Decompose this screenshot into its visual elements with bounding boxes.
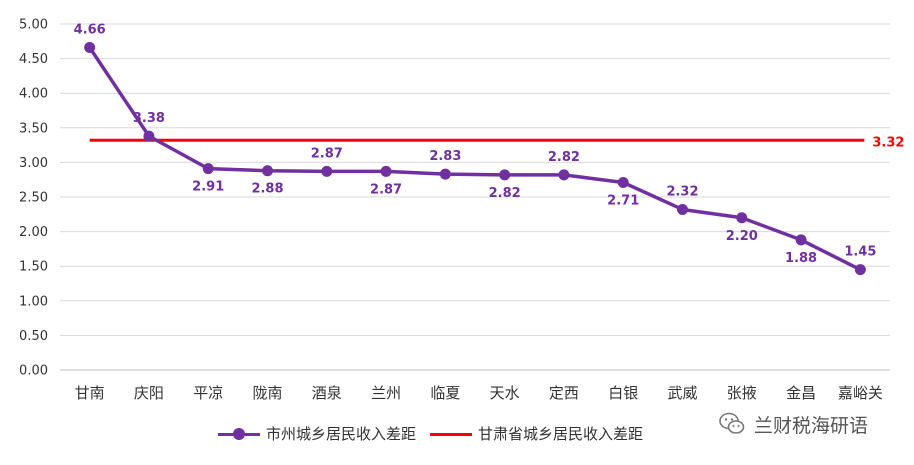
- data-label: 2.20: [726, 229, 758, 244]
- x-tick-label: 嘉峪关: [838, 384, 883, 402]
- data-label: 2.82: [548, 150, 580, 165]
- reference-line-label: 3.32: [872, 135, 904, 150]
- x-tick-label: 金昌: [786, 384, 816, 402]
- data-label: 2.88: [251, 182, 283, 197]
- data-point: [499, 169, 511, 181]
- data-point: [321, 165, 333, 177]
- data-point: [617, 176, 629, 188]
- x-tick-label: 临夏: [430, 384, 460, 402]
- y-tick-label: 1.50: [19, 260, 48, 275]
- x-tick-label: 甘南: [75, 384, 105, 402]
- y-tick-label: 1.00: [19, 294, 48, 309]
- legend-reference-label: 甘肃省城乡居民收入差距: [478, 425, 644, 443]
- x-tick-label: 武威: [667, 384, 697, 402]
- y-tick-label: 0.00: [19, 364, 48, 379]
- data-label: 2.87: [311, 146, 343, 161]
- legend-item-series: 市州城乡居民收入差距: [218, 423, 416, 444]
- y-tick-label: 3.50: [19, 121, 48, 136]
- legend: 市州城乡居民收入差距 甘肃省城乡居民收入差距: [218, 423, 657, 444]
- legend-reference-swatch: [430, 426, 473, 442]
- legend-series-swatch: [218, 426, 260, 442]
- data-label: 1.88: [785, 251, 817, 266]
- x-tick-label: 庆阳: [134, 384, 164, 402]
- data-point: [795, 234, 807, 246]
- x-tick-label: 天水: [490, 384, 520, 402]
- y-tick-label: 4.50: [19, 52, 48, 67]
- watermark: 兰财税海研语: [718, 410, 868, 438]
- data-point: [84, 42, 96, 54]
- series-line: [88, 46, 862, 272]
- data-label: 2.83: [429, 149, 461, 164]
- data-label: 2.82: [489, 186, 521, 201]
- x-tick-label: 白银: [608, 384, 638, 402]
- data-point: [262, 165, 273, 177]
- data-point: [439, 168, 451, 180]
- data-point: [736, 212, 748, 224]
- legend-series-label: 市州城乡居民收入差距: [266, 425, 417, 443]
- x-tick-label: 定西: [549, 384, 579, 402]
- x-tick-label: 酒泉: [312, 384, 342, 402]
- legend-item-reference: 甘肃省城乡居民收入差距: [430, 423, 643, 444]
- x-tick-label: 兰州: [371, 384, 401, 402]
- data-label: 2.32: [666, 184, 698, 199]
- data-label: 2.71: [607, 193, 639, 208]
- x-tick-label: 张掖: [727, 384, 757, 402]
- data-point: [380, 165, 392, 177]
- y-tick-label: 2.50: [19, 191, 48, 206]
- data-point: [202, 163, 214, 175]
- y-tick-label: 2.00: [19, 225, 48, 240]
- watermark-text: 兰财税海研语: [754, 414, 869, 437]
- data-point: [677, 203, 688, 215]
- data-point: [143, 130, 155, 142]
- data-label: 2.91: [192, 180, 224, 195]
- data-point: [558, 169, 570, 181]
- wechat-icon: [719, 412, 745, 434]
- y-tick-label: 5.00: [19, 18, 48, 33]
- data-point: [854, 264, 866, 276]
- y-tick-label: 4.00: [19, 87, 48, 102]
- y-tick-label: 0.50: [19, 329, 48, 344]
- data-label: 3.38: [133, 111, 165, 126]
- data-label: 2.87: [370, 182, 402, 197]
- x-tick-label: 陇南: [252, 384, 282, 402]
- y-tick-label: 3.00: [19, 156, 48, 171]
- data-label: 1.45: [844, 245, 876, 260]
- x-tick-label: 平凉: [193, 384, 223, 402]
- data-label: 4.66: [74, 23, 106, 38]
